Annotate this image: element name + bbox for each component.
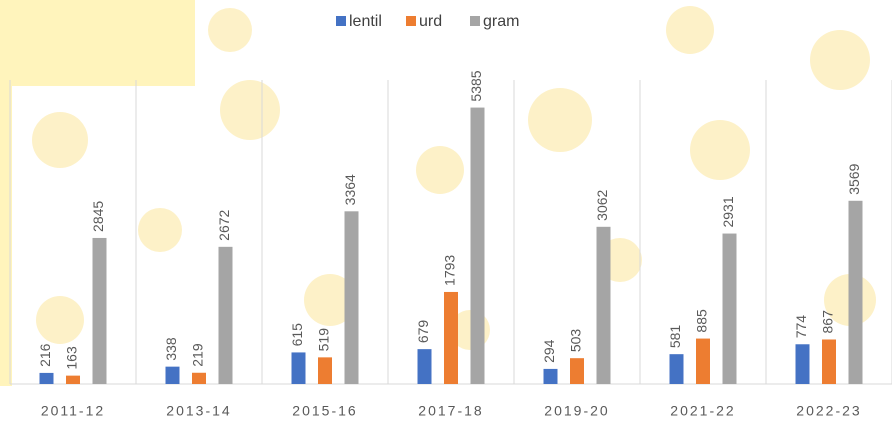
bar [795, 344, 810, 384]
data-label: 294 [541, 339, 557, 363]
x-tick-label: 2015-16 [292, 403, 357, 419]
data-label: 216 [37, 343, 53, 367]
data-label: 2931 [720, 196, 736, 227]
data-label: 219 [190, 343, 206, 367]
legend-swatch [336, 16, 346, 26]
data-label: 2845 [90, 201, 106, 232]
data-label: 581 [667, 325, 683, 349]
bar [822, 339, 836, 384]
data-label: 3569 [846, 163, 862, 194]
x-tick-label: 2021-22 [670, 403, 735, 419]
legend-swatch [406, 16, 416, 26]
x-tick-label: 2019-20 [544, 403, 609, 419]
x-tick-label: 2022-23 [796, 403, 861, 419]
x-tick-label: 2011-12 [41, 403, 105, 419]
bar [417, 349, 432, 384]
bar [344, 211, 359, 384]
data-label: 615 [289, 323, 305, 347]
side-strip [0, 86, 12, 386]
data-label: 5385 [468, 70, 484, 101]
legend-label: urd [419, 13, 442, 30]
bar [696, 338, 710, 384]
data-label: 867 [820, 310, 836, 334]
bar [66, 375, 80, 384]
bar [722, 233, 737, 384]
bar [218, 246, 233, 384]
data-label: 774 [793, 315, 809, 339]
data-label: 163 [64, 346, 80, 370]
legend-label: gram [483, 13, 519, 30]
bar [192, 372, 206, 384]
data-label: 885 [694, 309, 710, 333]
bar [570, 358, 584, 384]
bar [165, 366, 180, 384]
data-label: 3364 [342, 174, 358, 205]
bar [543, 368, 558, 384]
x-tick-label: 2013-14 [166, 403, 231, 419]
bar [318, 357, 332, 384]
bar [92, 237, 107, 384]
bar [39, 372, 54, 384]
x-tick-label: 2017-18 [418, 403, 483, 419]
data-label: 503 [568, 329, 584, 353]
bar [470, 107, 485, 384]
data-label: 679 [415, 320, 431, 344]
data-label: 519 [316, 328, 332, 352]
data-label: 1793 [442, 255, 458, 286]
bar [444, 291, 458, 384]
bar [669, 354, 684, 384]
legend-swatch [470, 16, 480, 26]
data-label: 2672 [216, 209, 232, 240]
bar [848, 200, 863, 384]
data-label: 338 [163, 337, 179, 361]
data-label: 3062 [594, 189, 610, 220]
legend-label: lentil [349, 13, 382, 30]
bar [291, 352, 306, 384]
corner-panel [0, 0, 195, 86]
bar [596, 226, 611, 384]
